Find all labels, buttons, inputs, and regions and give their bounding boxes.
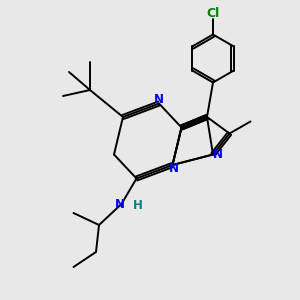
Text: N: N bbox=[154, 93, 164, 106]
Text: H: H bbox=[133, 199, 143, 212]
Text: N: N bbox=[115, 197, 125, 211]
Text: Cl: Cl bbox=[206, 7, 220, 20]
Text: N: N bbox=[169, 162, 179, 175]
Text: N: N bbox=[212, 148, 223, 161]
